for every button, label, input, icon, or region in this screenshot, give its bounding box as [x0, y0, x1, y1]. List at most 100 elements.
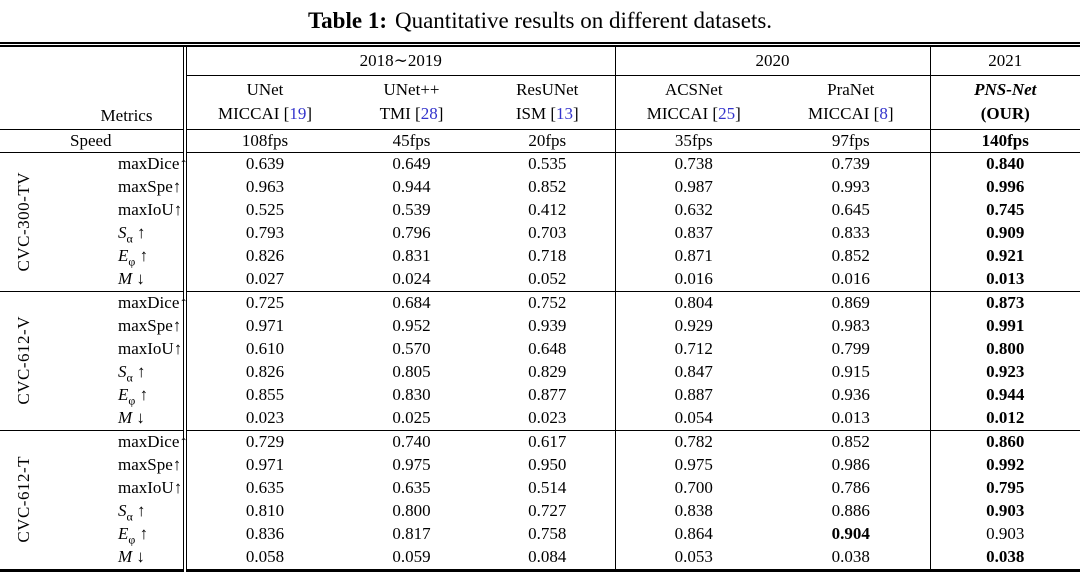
value-cell: 0.023 [480, 406, 616, 430]
value-cell: 0.826 [245, 362, 285, 381]
dataset-group-cvc-612-v: CVC-612-V maxDice↑ 0.725 0.684 0.752 0.804 0.8… [0, 291, 1080, 430]
value-cell: 0.725 [245, 293, 285, 312]
value-cell: 0.038 [772, 545, 931, 570]
value-cell: 0.829 [480, 360, 616, 384]
value-cell: 0.944 [986, 385, 1025, 404]
value-cell: 0.727 [480, 499, 616, 523]
value-cell: 0.944 [392, 177, 431, 196]
table-row: CVC-300-TV maxDice↑ 0.639 0.649 0.535 0.738 0.… [0, 152, 1080, 271]
metric-label: Eφ ↑ [48, 244, 187, 268]
table-caption-text: Quantitative results on different datase… [394, 8, 773, 33]
value-cell: 0.535 [480, 152, 616, 176]
value-cell: 0.939 [480, 314, 616, 338]
value-cell: 0.887 [674, 385, 713, 404]
year-header-row: 2018∼2019 2020 2021 [0, 44, 1080, 76]
value-cell: 0.738 [674, 154, 713, 173]
dataset-label-cvc-612-v: CVC-612-V [14, 316, 33, 405]
value-cell: 0.023 [245, 408, 285, 427]
value-cell: 0.826 [245, 246, 285, 265]
value-cell: 0.993 [772, 175, 931, 199]
value-cell: 0.975 [392, 455, 431, 474]
metrics-column-header: Metrics [0, 75, 187, 130]
value-cell: 0.855 [245, 385, 285, 404]
results-table: 2018∼2019 2020 2021 Metrics UNet MICCAI … [0, 42, 1080, 572]
model-name: ACSNet [664, 80, 723, 100]
table-row: maxSpe↑ 0.963 0.944 0.852 0.987 0.993 0.996 [0, 175, 1080, 199]
metric-label: maxDice↑ [48, 430, 188, 454]
value-cell: 0.869 [772, 291, 931, 315]
value-cell: 0.054 [674, 408, 713, 427]
value-cell: 0.712 [674, 339, 713, 358]
year-group-2021: 2021 [930, 44, 1080, 76]
value-cell: 0.836 [245, 524, 285, 543]
value-cell: 0.800 [986, 339, 1025, 358]
metric-label: Sα ↑ [48, 360, 187, 384]
table-row: maxIoU↑ 0.525 0.539 0.412 0.632 0.645 0.745 [0, 198, 1080, 222]
model-venue: MICCAI 25 [616, 102, 773, 126]
metric-label: maxSpe↑ [48, 453, 187, 477]
value-cell: 0.052 [480, 267, 616, 291]
citation-link-8[interactable]: 8 [874, 104, 894, 123]
metric-label: M ↓ [48, 406, 187, 430]
value-cell: 0.909 [986, 223, 1025, 242]
value-cell: 0.027 [245, 269, 285, 288]
value-cell: 0.635 [392, 478, 431, 497]
speed-value: 35fps [615, 129, 772, 153]
model-venue: MICCAI 19 [187, 102, 343, 126]
table-row: CVC-612-V maxDice↑ 0.725 0.684 0.752 0.804 0.8… [0, 291, 1080, 405]
metric-label: Sα ↑ [48, 499, 187, 523]
value-cell: 0.800 [392, 501, 431, 520]
table-row: Sα ↑ 0.793 0.796 0.703 0.837 0.833 0.909 [0, 221, 1080, 245]
model-name: ResUNet [516, 80, 579, 100]
model-header-row: Metrics UNet MICCAI 19 UNet++ TMI 28 Res… [0, 75, 1080, 130]
speed-row: Speed 108fps 45fps 20fps 35fps 97fps 140… [0, 129, 1080, 153]
model-header-unet: UNet MICCAI 19 [185, 75, 343, 130]
citation-link-13[interactable]: 13 [550, 104, 578, 123]
table-row: CVC-612-T maxDice↑ 0.729 0.740 0.617 0.782 0.8… [0, 430, 1080, 543]
value-cell: 0.053 [674, 547, 713, 566]
speed-value: 97fps [772, 129, 931, 153]
value-cell: 0.013 [772, 406, 931, 430]
value-cell: 0.987 [674, 177, 713, 196]
value-cell: 0.793 [245, 223, 285, 242]
value-cell: 0.903 [986, 501, 1025, 520]
value-cell: 0.831 [392, 246, 431, 265]
value-cell: 0.986 [772, 453, 931, 477]
value-cell: 0.745 [986, 200, 1025, 219]
table-row: M ↓ 0.023 0.025 0.023 0.054 0.013 0.012 [0, 406, 1080, 430]
model-venue: ISM 13 [480, 102, 615, 126]
value-cell: 0.840 [986, 154, 1025, 173]
table-row: Eφ ↑ 0.836 0.817 0.758 0.864 0.904 0.903 [0, 522, 1080, 546]
table-row: M ↓ 0.058 0.059 0.084 0.053 0.038 0.038 [0, 545, 1080, 570]
citation-link-28[interactable]: 28 [415, 104, 443, 123]
value-cell: 0.570 [392, 339, 431, 358]
metric-label: Eφ ↑ [48, 383, 187, 407]
model-header-unetpp: UNet++ TMI 28 [343, 75, 480, 130]
value-cell: 0.648 [480, 337, 616, 361]
table-row: Eφ ↑ 0.826 0.831 0.718 0.871 0.852 0.921 [0, 244, 1080, 268]
value-cell: 0.833 [772, 221, 931, 245]
value-cell: 0.837 [674, 223, 713, 242]
model-name: PNS-Net [974, 80, 1037, 100]
value-cell: 0.700 [674, 478, 713, 497]
value-cell: 0.786 [772, 476, 931, 500]
table-caption: Table 1: Quantitative results on differen… [0, 0, 1080, 40]
corner-empty-cell [0, 44, 187, 76]
value-cell: 0.983 [772, 314, 931, 338]
dataset-group-cvc-300-tv: CVC-300-TV maxDice↑ 0.639 0.649 0.535 0.738 0.… [0, 152, 1080, 291]
value-cell: 0.852 [480, 175, 616, 199]
metric-label: Eφ ↑ [48, 522, 187, 546]
value-cell: 0.514 [480, 476, 616, 500]
value-cell: 0.059 [392, 547, 431, 566]
model-venue: TMI 28 [343, 102, 480, 126]
table-row: maxIoU↑ 0.610 0.570 0.648 0.712 0.799 0.800 [0, 337, 1080, 361]
table-row: Eφ ↑ 0.855 0.830 0.877 0.887 0.936 0.944 [0, 383, 1080, 407]
value-cell: 0.971 [245, 316, 285, 335]
speed-label: Speed [0, 129, 187, 153]
model-header-acsnet: ACSNet MICCAI 25 [615, 75, 773, 130]
model-header-pnsnet: PNS-Net (OUR) [930, 75, 1080, 130]
value-cell: 0.886 [772, 499, 931, 523]
citation-link-25[interactable]: 25 [712, 104, 740, 123]
citation-link-19[interactable]: 19 [284, 104, 312, 123]
